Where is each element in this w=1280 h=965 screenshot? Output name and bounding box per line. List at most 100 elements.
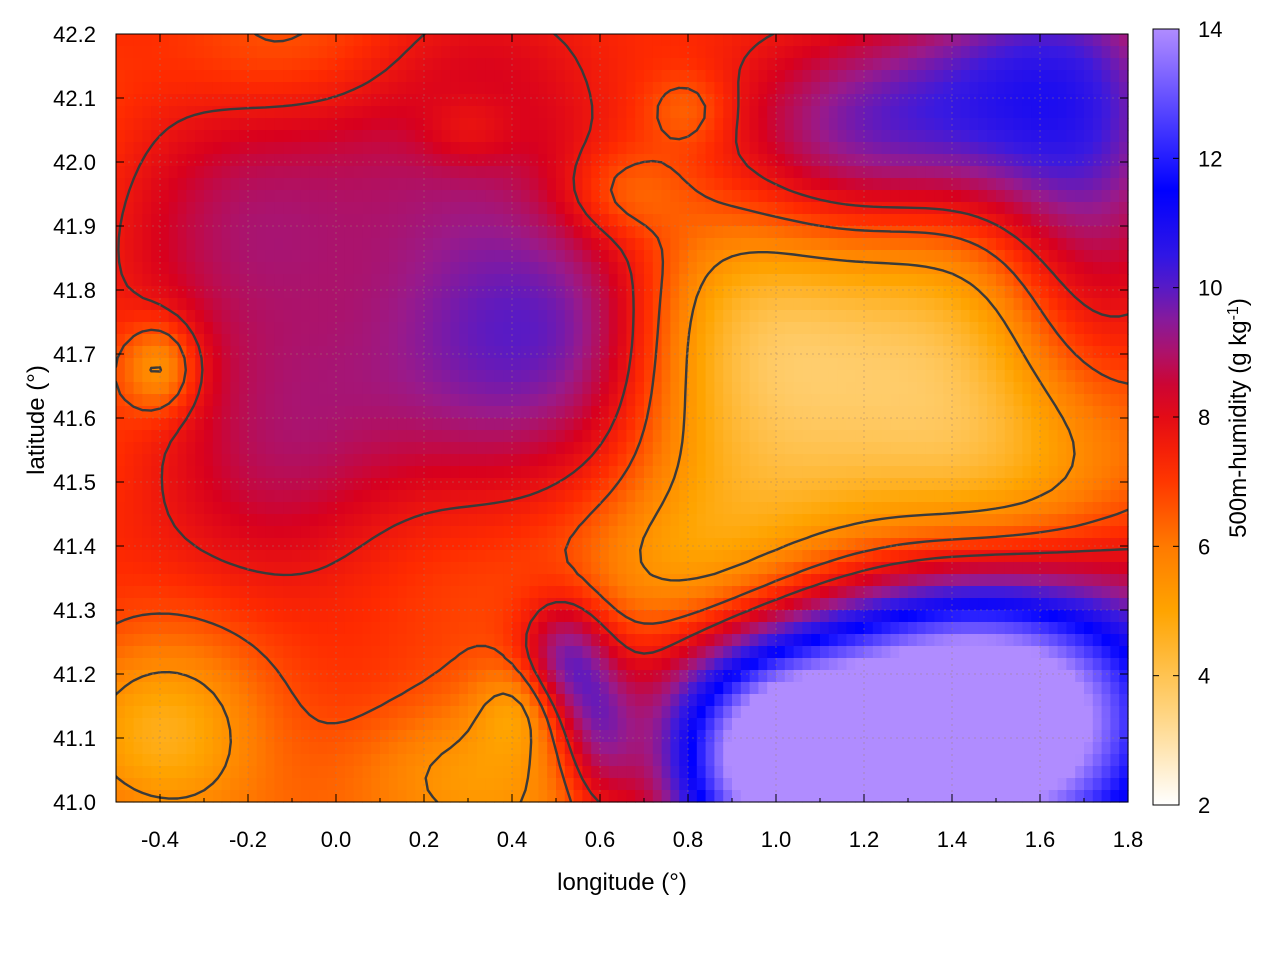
heat-cell: [600, 478, 610, 491]
heat-cell: [424, 214, 434, 227]
heat-cell: [353, 526, 363, 539]
heat-cell: [397, 514, 407, 527]
heat-cell: [406, 454, 416, 467]
heat-cell: [934, 154, 944, 167]
heat-cell: [1066, 478, 1076, 491]
heat-cell: [221, 154, 231, 167]
heat-cell: [204, 286, 214, 299]
heat-cell: [441, 82, 451, 95]
heat-cell: [617, 502, 627, 515]
heat-cell: [503, 34, 513, 47]
heat-cell: [547, 430, 557, 443]
heat-cell: [344, 226, 355, 239]
heat-cell: [837, 502, 847, 515]
heat-cell: [547, 82, 557, 95]
heat-cell: [309, 430, 319, 443]
heat-cell: [626, 214, 636, 227]
heat-cell: [890, 118, 900, 131]
heat-cell: [732, 454, 742, 467]
heat-cell: [212, 94, 223, 107]
heat-cell: [784, 94, 795, 107]
heat-cell: [142, 382, 152, 395]
heat-cell: [274, 106, 284, 119]
heat-cell: [415, 550, 425, 563]
heat-cell: [556, 490, 566, 503]
heat-cell: [776, 502, 786, 515]
heat-cell: [837, 538, 847, 551]
heat-cell: [248, 190, 258, 203]
heat-cell: [494, 94, 504, 107]
heat-cell: [468, 154, 478, 167]
heat-cell: [802, 502, 812, 515]
heat-cell: [160, 382, 170, 395]
heat-cell: [881, 394, 891, 407]
heat-cell: [556, 550, 566, 563]
heat-cell: [793, 538, 803, 551]
heat-cell: [186, 226, 196, 239]
heat-cell: [899, 298, 909, 311]
heat-cell: [274, 334, 284, 347]
heat-cell: [160, 166, 170, 179]
heat-cell: [635, 382, 645, 395]
heat-cell: [1110, 202, 1120, 215]
heat-cell: [221, 46, 231, 59]
heat-cell: [626, 190, 636, 203]
heat-cell: [705, 286, 715, 299]
heat-cell: [1066, 94, 1076, 107]
heat-cell: [679, 478, 689, 491]
heat-cell: [776, 214, 786, 227]
heat-cell: [415, 370, 425, 383]
heat-cell: [881, 430, 891, 443]
heat-cell: [168, 550, 179, 563]
heat-cell: [591, 118, 601, 131]
heat-cell: [1101, 478, 1111, 491]
heat-cell: [591, 418, 601, 431]
heat-cell: [908, 190, 918, 203]
heat-cell: [987, 442, 997, 455]
heat-cell: [793, 334, 803, 347]
heat-cell: [1084, 154, 1094, 167]
heat-cell: [661, 70, 671, 83]
heat-cell: [221, 58, 231, 71]
heat-cell: [441, 322, 451, 335]
heat-cell: [969, 322, 979, 335]
heat-cell: [564, 70, 575, 83]
heat-cell: [767, 190, 777, 203]
heat-cell: [538, 286, 548, 299]
heat-cell: [635, 250, 645, 263]
heat-cell: [1048, 154, 1059, 167]
heat-cell: [221, 142, 231, 155]
heat-cell: [538, 358, 548, 371]
heat-cell: [908, 454, 918, 467]
heat-cell: [459, 502, 469, 515]
heat-cell: [327, 358, 337, 371]
heat-cell: [573, 118, 583, 131]
heat-cell: [987, 238, 997, 251]
heat-cell: [776, 238, 786, 251]
heat-cell: [1013, 526, 1023, 539]
heat-cell: [758, 298, 768, 311]
heat-cell: [239, 406, 249, 419]
heat-cell: [494, 130, 504, 143]
heat-cell: [327, 298, 337, 311]
heat-cell: [327, 526, 337, 539]
heat-cell: [468, 466, 478, 479]
heat-cell: [1101, 538, 1111, 551]
heat-cell: [221, 106, 231, 119]
heat-cell: [749, 94, 759, 107]
heat-cell: [952, 478, 962, 491]
heat-cell: [732, 430, 742, 443]
heat-cell: [1013, 406, 1023, 419]
heat-cell: [872, 250, 883, 263]
heat-cell: [450, 70, 460, 83]
heat-cell: [1075, 310, 1085, 323]
heat-cell: [837, 334, 847, 347]
heat-cell: [230, 502, 240, 515]
heat-cell: [283, 418, 293, 431]
heat-cell: [767, 130, 777, 143]
heat-cell: [881, 502, 891, 515]
heat-cell: [987, 214, 997, 227]
heat-cell: [934, 346, 944, 359]
heat-cell: [723, 190, 733, 203]
heat-cell: [881, 346, 891, 359]
